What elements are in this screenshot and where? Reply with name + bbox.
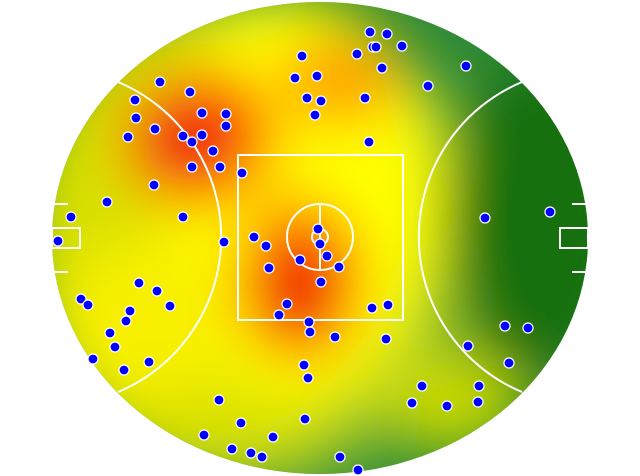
point bbox=[309, 109, 321, 121]
point bbox=[130, 112, 142, 124]
point bbox=[214, 161, 226, 173]
point bbox=[333, 261, 345, 273]
point bbox=[302, 372, 314, 384]
point bbox=[334, 451, 346, 463]
point bbox=[359, 92, 371, 104]
point bbox=[351, 48, 363, 60]
point bbox=[299, 413, 311, 425]
point bbox=[75, 293, 87, 305]
point bbox=[273, 309, 285, 321]
point bbox=[544, 206, 556, 218]
point bbox=[315, 95, 327, 107]
point bbox=[149, 123, 161, 135]
point bbox=[303, 316, 315, 328]
point bbox=[133, 277, 145, 289]
point bbox=[296, 50, 308, 62]
point bbox=[177, 130, 189, 142]
point bbox=[267, 431, 279, 443]
point bbox=[352, 464, 364, 476]
point bbox=[245, 447, 257, 459]
point bbox=[82, 299, 94, 311]
point bbox=[441, 400, 453, 412]
point bbox=[381, 28, 393, 40]
point bbox=[416, 380, 428, 392]
point bbox=[220, 120, 232, 132]
point bbox=[248, 231, 260, 243]
point bbox=[329, 331, 341, 343]
point bbox=[382, 299, 394, 311]
point bbox=[220, 108, 232, 120]
point bbox=[312, 223, 324, 235]
point bbox=[321, 250, 333, 262]
point bbox=[406, 397, 418, 409]
point bbox=[256, 451, 268, 463]
point bbox=[186, 161, 198, 173]
point bbox=[235, 417, 247, 429]
point bbox=[207, 145, 219, 157]
point bbox=[479, 212, 491, 224]
point bbox=[148, 179, 160, 191]
point bbox=[304, 326, 316, 338]
point bbox=[366, 302, 378, 314]
point bbox=[301, 92, 313, 104]
point bbox=[376, 62, 388, 74]
point bbox=[473, 380, 485, 392]
point bbox=[311, 70, 323, 82]
point bbox=[472, 396, 484, 408]
point bbox=[196, 107, 208, 119]
point bbox=[422, 80, 434, 92]
point bbox=[186, 136, 198, 148]
point bbox=[65, 211, 77, 223]
point bbox=[184, 86, 196, 98]
point bbox=[396, 40, 408, 52]
point bbox=[260, 240, 272, 252]
point bbox=[87, 353, 99, 365]
point bbox=[151, 285, 163, 297]
point bbox=[218, 236, 230, 248]
point bbox=[363, 136, 375, 148]
point bbox=[104, 327, 116, 339]
point bbox=[177, 211, 189, 223]
point bbox=[236, 167, 248, 179]
point bbox=[298, 359, 310, 371]
point bbox=[503, 357, 515, 369]
point bbox=[380, 333, 392, 345]
point bbox=[198, 429, 210, 441]
point bbox=[226, 443, 238, 455]
point bbox=[124, 305, 136, 317]
point bbox=[462, 340, 474, 352]
point bbox=[52, 235, 64, 247]
point bbox=[263, 262, 275, 274]
point bbox=[364, 26, 376, 38]
field-lines bbox=[51, 81, 589, 393]
point bbox=[370, 41, 382, 53]
point bbox=[129, 94, 141, 106]
point bbox=[154, 76, 166, 88]
point bbox=[143, 356, 155, 368]
point bbox=[522, 322, 534, 334]
point bbox=[315, 276, 327, 288]
point bbox=[164, 300, 176, 312]
point bbox=[196, 129, 208, 141]
point bbox=[213, 394, 225, 406]
point bbox=[460, 60, 472, 72]
point bbox=[314, 238, 326, 250]
point bbox=[499, 320, 511, 332]
point bbox=[294, 254, 306, 266]
point bbox=[122, 131, 134, 143]
point bbox=[289, 72, 301, 84]
point bbox=[281, 298, 293, 310]
point bbox=[120, 315, 132, 327]
point bbox=[118, 364, 130, 376]
point bbox=[109, 341, 121, 353]
point bbox=[101, 196, 113, 208]
